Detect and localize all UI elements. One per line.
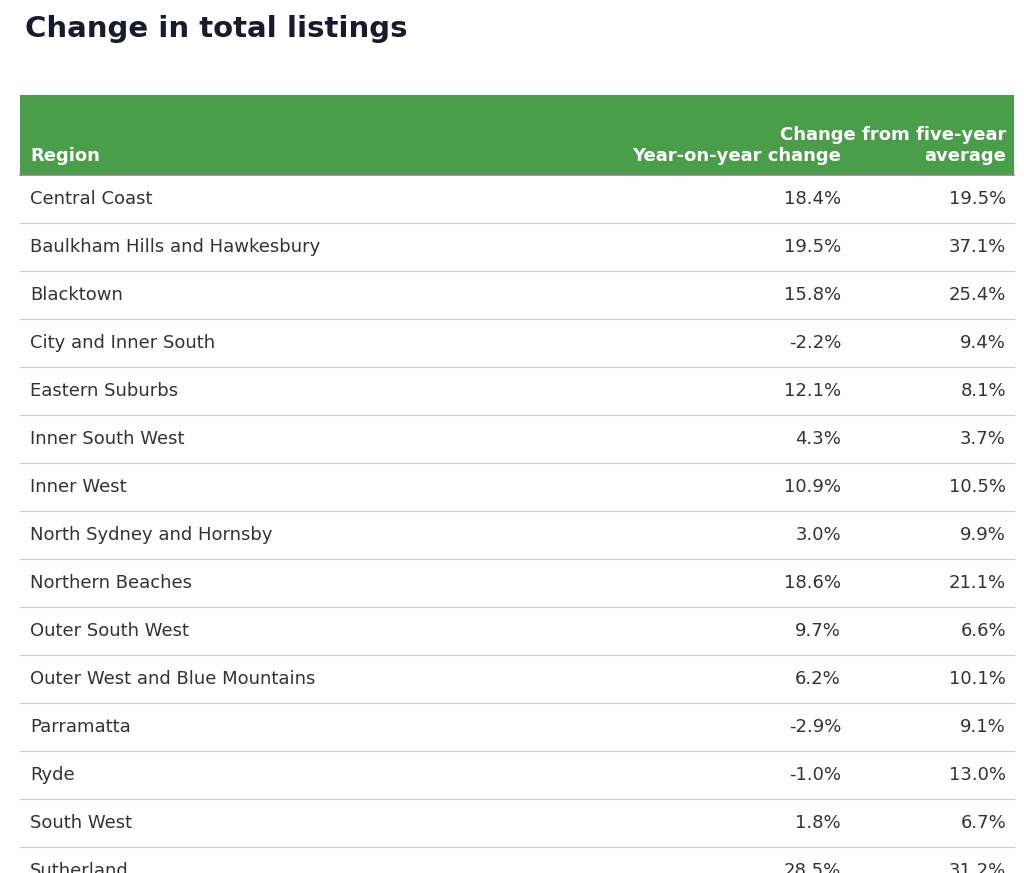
Text: Outer South West: Outer South West (30, 622, 189, 640)
Text: 6.2%: 6.2% (796, 670, 841, 688)
Text: 9.9%: 9.9% (961, 526, 1006, 544)
Text: 15.8%: 15.8% (784, 286, 841, 304)
Text: 6.6%: 6.6% (961, 622, 1006, 640)
Text: City and Inner South: City and Inner South (30, 334, 215, 352)
Text: 37.1%: 37.1% (949, 238, 1006, 256)
Text: Sutherland: Sutherland (30, 862, 129, 873)
Text: 4.3%: 4.3% (795, 430, 841, 448)
Text: Region: Region (30, 147, 100, 165)
Text: Eastern Suburbs: Eastern Suburbs (30, 382, 178, 400)
Text: 28.5%: 28.5% (783, 862, 841, 873)
Text: 3.7%: 3.7% (961, 430, 1006, 448)
Text: Northern Beaches: Northern Beaches (30, 574, 193, 592)
Text: 9.4%: 9.4% (961, 334, 1006, 352)
Text: 25.4%: 25.4% (948, 286, 1006, 304)
Text: 9.1%: 9.1% (961, 718, 1006, 736)
Text: 31.2%: 31.2% (949, 862, 1006, 873)
Text: 13.0%: 13.0% (949, 766, 1006, 784)
Text: South West: South West (30, 814, 132, 832)
Text: Parramatta: Parramatta (30, 718, 131, 736)
Text: 18.4%: 18.4% (784, 190, 841, 208)
Text: 10.5%: 10.5% (949, 478, 1006, 496)
Text: Inner South West: Inner South West (30, 430, 184, 448)
Text: 9.7%: 9.7% (795, 622, 841, 640)
Text: North Sydney and Hornsby: North Sydney and Hornsby (30, 526, 272, 544)
Text: Central Coast: Central Coast (30, 190, 153, 208)
Text: 3.0%: 3.0% (796, 526, 841, 544)
Text: Blacktown: Blacktown (30, 286, 123, 304)
Text: -1.0%: -1.0% (790, 766, 841, 784)
Text: Year-on-year change: Year-on-year change (632, 147, 841, 165)
Text: 6.7%: 6.7% (961, 814, 1006, 832)
Text: 8.1%: 8.1% (961, 382, 1006, 400)
Bar (20, 95, 1014, 175)
Text: 19.5%: 19.5% (783, 238, 841, 256)
Text: Change in total listings: Change in total listings (25, 15, 408, 43)
Text: 21.1%: 21.1% (949, 574, 1006, 592)
Text: 19.5%: 19.5% (949, 190, 1006, 208)
Text: Ryde: Ryde (30, 766, 75, 784)
Text: Change from five-year
average: Change from five-year average (779, 127, 1006, 165)
Text: -2.2%: -2.2% (788, 334, 841, 352)
Text: 1.8%: 1.8% (796, 814, 841, 832)
Text: Inner West: Inner West (30, 478, 127, 496)
Text: Baulkham Hills and Hawkesbury: Baulkham Hills and Hawkesbury (30, 238, 321, 256)
Text: -2.9%: -2.9% (788, 718, 841, 736)
Text: Outer West and Blue Mountains: Outer West and Blue Mountains (30, 670, 315, 688)
Text: 12.1%: 12.1% (784, 382, 841, 400)
Text: 18.6%: 18.6% (784, 574, 841, 592)
Text: 10.1%: 10.1% (949, 670, 1006, 688)
Text: 10.9%: 10.9% (784, 478, 841, 496)
